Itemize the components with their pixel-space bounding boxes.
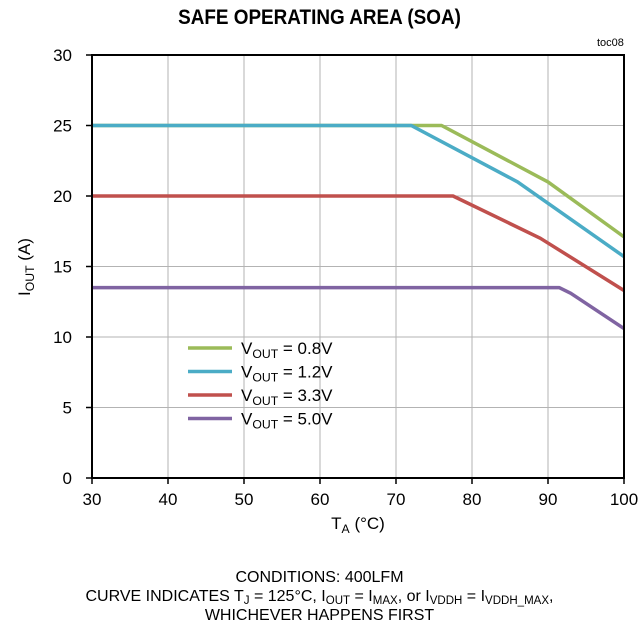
y-axis-label: IOUT (A)	[15, 238, 37, 296]
curve-note-line-1: CURVE INDICATES TJ = 125°C, IOUT = IMAX,…	[85, 588, 554, 608]
y-tick-label: 15	[53, 258, 72, 277]
chart-title: SAFE OPERATING AREA (SOA)	[178, 6, 461, 29]
y-tick-label: 10	[53, 328, 72, 347]
y-tick-label: 30	[53, 46, 72, 65]
figure-tag: toc08	[597, 37, 624, 49]
series-line-3-3V	[92, 194, 625, 292]
legend-label: VOUT = 5.0V	[241, 410, 333, 432]
x-tick-label: 60	[311, 490, 330, 509]
x-tick-label: 70	[387, 490, 406, 509]
x-tick-label: 40	[159, 490, 178, 509]
x-axis-label: TA (°C)	[331, 514, 385, 536]
y-tick-label: 20	[53, 187, 72, 206]
series-line-5-0V	[92, 285, 625, 330]
x-tick-label: 100	[610, 490, 638, 509]
x-tick-label: 80	[463, 490, 482, 509]
legend-label: VOUT = 3.3V	[241, 386, 333, 408]
x-tick-label: 30	[83, 490, 102, 509]
x-tick-label: 50	[235, 490, 254, 509]
y-tick-label: 0	[63, 469, 72, 488]
curve-note-line-2: WHICHEVER HAPPENS FIRST	[204, 607, 435, 624]
x-tick-label: 90	[539, 490, 558, 509]
legend-label: VOUT = 0.8V	[241, 339, 333, 361]
series-line-0-8V	[92, 123, 626, 239]
soa-chart: 30 40 50 60 70 80 90 100 0 5 10 15 20 25 30 TA (°C) IOUT…	[15, 46, 638, 536]
series-line-1-2V	[92, 123, 626, 259]
legend-label: VOUT = 1.2V	[241, 363, 333, 385]
y-tick-label: 25	[53, 117, 72, 136]
y-tick-label: 5	[63, 399, 72, 418]
conditions-text: CONDITIONS: 400LFM	[235, 569, 404, 586]
